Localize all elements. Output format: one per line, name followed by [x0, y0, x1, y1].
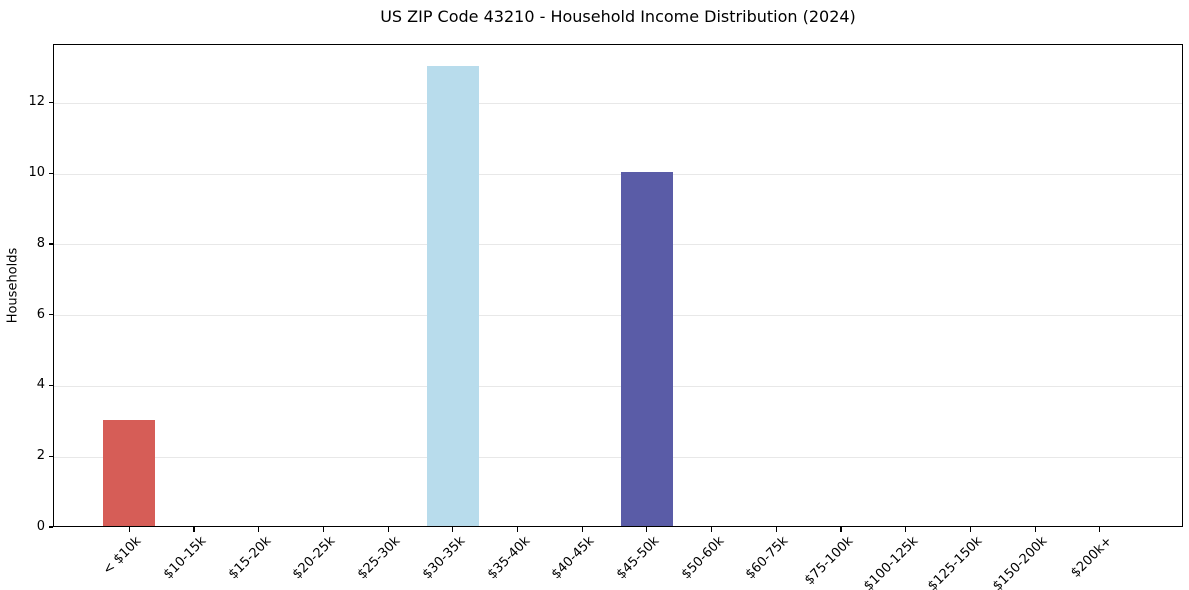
- x-tick-mark: [322, 527, 324, 532]
- x-tick-mark: [193, 527, 195, 532]
- x-tick-mark: [840, 527, 842, 532]
- x-tick-mark: [969, 527, 971, 532]
- y-tick-mark: [48, 314, 53, 316]
- plot-area: [53, 44, 1183, 527]
- bar-10k: [103, 419, 156, 526]
- y-tick-mark: [48, 455, 53, 457]
- y-gridline: [54, 315, 1182, 317]
- y-gridline: [54, 244, 1182, 246]
- y-tick-label: 6: [36, 306, 45, 322]
- y-gridline: [54, 102, 1182, 104]
- x-tick-mark: [646, 527, 648, 532]
- x-tick-mark: [1099, 527, 1101, 532]
- x-tick-mark: [452, 527, 454, 532]
- x-tick-mark: [128, 527, 130, 532]
- y-tick-mark: [48, 243, 53, 245]
- y-gridline: [54, 456, 1182, 458]
- x-tick-mark: [775, 527, 777, 532]
- y-tick-label: 0: [36, 519, 45, 534]
- y-gridline: [54, 385, 1182, 387]
- y-tick-label: 8: [36, 235, 45, 251]
- chart-title: US ZIP Code 43210 - Household Income Dis…: [380, 7, 856, 26]
- y-tick-mark: [48, 172, 53, 174]
- y-tick-mark: [48, 526, 53, 528]
- y-tick-label: 4: [36, 377, 45, 393]
- x-tick-label: < $10k: [100, 533, 145, 578]
- y-tick-label: 12: [28, 94, 45, 110]
- x-tick-mark: [1034, 527, 1036, 532]
- y-tick-label: 2: [36, 448, 45, 464]
- x-tick-mark: [905, 527, 907, 532]
- x-tick-mark: [711, 527, 713, 532]
- bar-30-35k: [426, 66, 479, 526]
- x-tick-mark: [516, 527, 519, 532]
- x-tick-mark: [387, 527, 389, 532]
- x-tick-mark: [258, 527, 260, 532]
- y-gridline: [54, 173, 1182, 175]
- y-tick-mark: [48, 101, 53, 103]
- y-tick-mark: [48, 384, 53, 387]
- x-tick-mark: [581, 527, 583, 532]
- y-tick-label: 10: [28, 165, 45, 181]
- bar-45-50k: [620, 172, 673, 526]
